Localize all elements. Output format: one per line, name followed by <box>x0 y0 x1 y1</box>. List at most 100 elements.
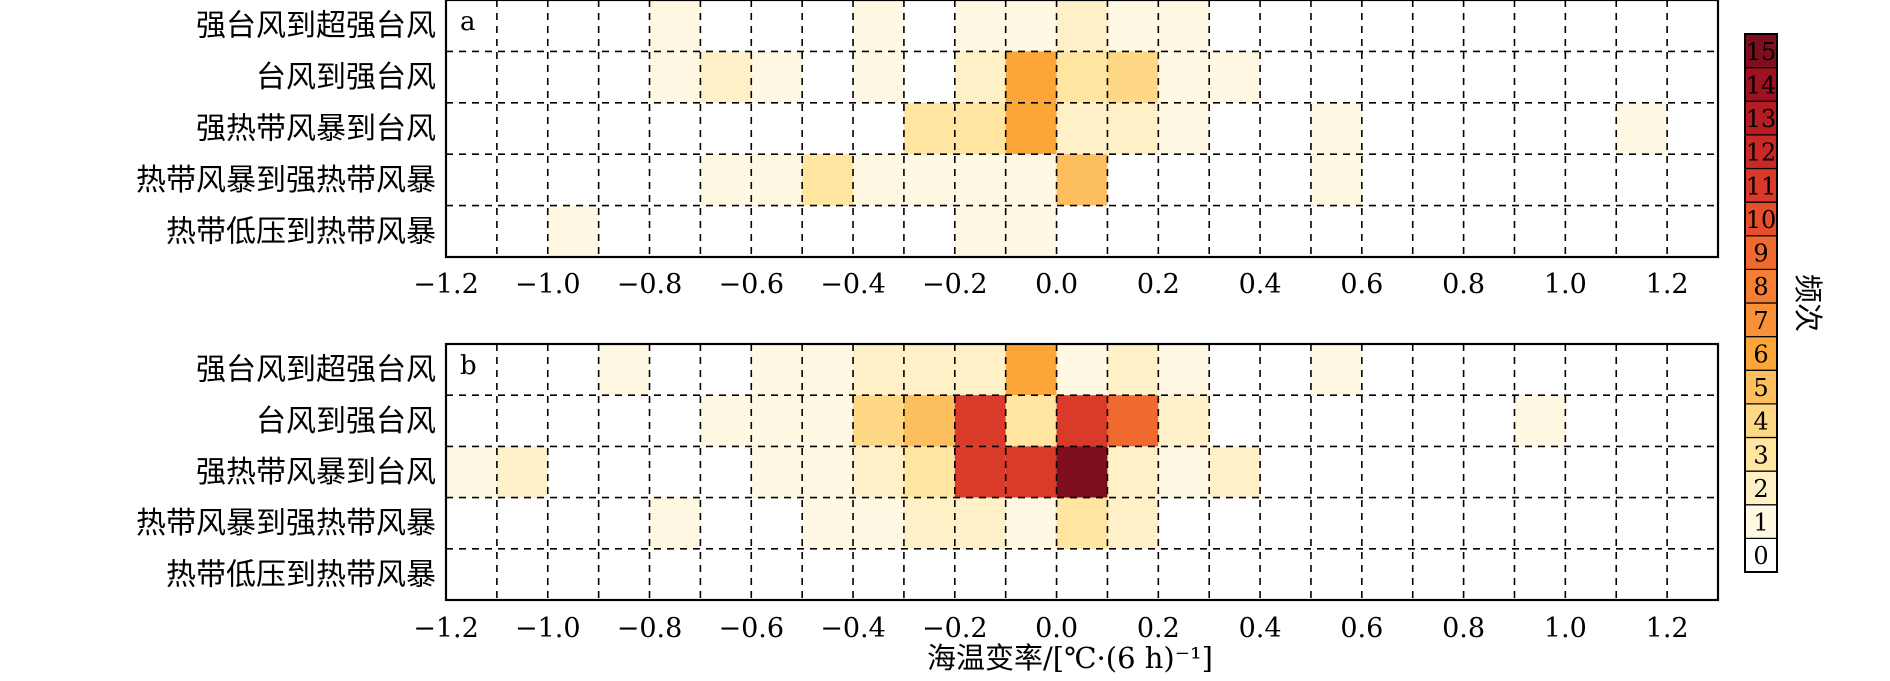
colorbar-tick-label: 15 <box>1746 38 1777 66</box>
x-tick-label: 1.2 <box>1646 613 1689 644</box>
heatmap-cell <box>903 497 955 549</box>
colorbar-tick-label: 4 <box>1753 408 1768 436</box>
heatmap-cell <box>751 446 803 498</box>
panel-a: 强台风到超强台风台风到强台风强热带风暴到台风热带风暴到强热带风暴热带低压到热带风… <box>136 0 1720 300</box>
panel-b: 强台风到超强台风台风到强台风强热带风暴到台风热带风暴到强热带风暴热带低压到热带风… <box>136 342 1720 644</box>
x-axis-label: 海温变率/[℃·(6 h)⁻¹] <box>927 641 1213 675</box>
heatmap-cell <box>751 344 803 396</box>
colorbar-tick-label: 6 <box>1753 340 1768 368</box>
heatmap-cell <box>1056 102 1108 155</box>
heatmap-cell <box>1616 102 1668 155</box>
heatmap-cell <box>700 154 752 206</box>
heatmap-cell <box>1056 395 1108 447</box>
heatmap-cell <box>954 154 1006 206</box>
heatmap-cell <box>903 446 955 498</box>
colorbar-segment <box>1744 336 1778 371</box>
colorbar-tick-label: 1 <box>1753 509 1768 537</box>
heatmap-cell <box>802 395 854 447</box>
heatmap-cell <box>853 154 904 206</box>
heatmap-cell <box>1310 344 1362 396</box>
heatmap-cell <box>853 51 904 103</box>
heatmap-cell <box>954 395 1006 447</box>
colorbar-segment <box>1744 33 1778 69</box>
colorbar-tick-label: 3 <box>1753 441 1768 469</box>
heatmap-cell <box>1209 446 1261 498</box>
heatmap-cell <box>903 154 955 206</box>
heatmap-cell <box>1005 205 1057 257</box>
x-tick-label: 0.0 <box>1035 269 1078 300</box>
x-tick-label: −0.6 <box>718 269 784 300</box>
x-tick-label: −1.0 <box>515 613 581 644</box>
heatmap-cell <box>954 446 1006 498</box>
colorbar-tick-label: 8 <box>1753 273 1768 301</box>
colorbar-tick-label: 12 <box>1746 139 1777 167</box>
x-tick-label: 1.0 <box>1544 613 1587 644</box>
heatmap-cell <box>853 395 904 447</box>
heatmap-cell <box>1056 0 1108 52</box>
heatmap-cell <box>1005 497 1057 549</box>
x-tick-label: −1.0 <box>515 269 581 300</box>
x-tick-label: −1.2 <box>413 269 479 300</box>
heatmap-cell <box>853 446 904 498</box>
x-tick-label: 0.8 <box>1442 613 1485 644</box>
heatmap-cell <box>598 344 650 396</box>
x-tick-label: −0.2 <box>922 269 988 300</box>
heatmap-cell <box>1158 446 1210 498</box>
colorbar-tick-label: 9 <box>1753 240 1768 268</box>
heatmap-cell <box>802 344 854 396</box>
heatmap-cell <box>1158 51 1210 103</box>
heatmap-cell <box>903 102 955 155</box>
colorbar-frame <box>1744 33 1778 573</box>
heatmap-cell <box>1005 446 1057 498</box>
x-tick-label: 0.2 <box>1137 613 1180 644</box>
heatmap-cell <box>853 344 904 396</box>
y-tick-label: 强热带风暴到台风 <box>196 455 436 490</box>
heatmap-cell <box>1005 0 1057 52</box>
heatmap-cell <box>1056 446 1108 498</box>
x-tick-label: 0.2 <box>1137 269 1180 300</box>
y-tick-label: 强热带风暴到台风 <box>196 112 436 147</box>
colorbar-segment <box>1744 100 1778 136</box>
heatmap-cell <box>1158 0 1210 52</box>
heatmap-cell <box>1056 344 1108 396</box>
colorbar-tick-label: 14 <box>1746 71 1777 99</box>
heatmap-cell <box>1107 344 1159 396</box>
heatmap-cell <box>954 205 1006 257</box>
heatmap-cell <box>1107 102 1159 155</box>
heatmap-cell <box>1209 51 1261 103</box>
heatmap-cell <box>802 446 854 498</box>
heatmap-cell <box>1158 395 1210 447</box>
y-tick-label: 台风到强台风 <box>256 60 436 95</box>
heatmap-cell <box>903 395 955 447</box>
x-tick-label: 1.0 <box>1544 269 1587 300</box>
heatmap-cell <box>1514 395 1566 447</box>
heatmap-cell <box>853 497 904 549</box>
y-tick-label: 热带低压到热带风暴 <box>166 557 436 592</box>
colorbar-segment <box>1744 369 1778 405</box>
heatmap-cell <box>496 446 548 498</box>
heatmap-cell <box>954 497 1006 549</box>
x-tick-label: −0.2 <box>922 613 988 644</box>
heatmap-cell <box>954 102 1006 155</box>
heatmap-cell <box>751 51 803 103</box>
x-tick-label: 0.4 <box>1239 613 1282 644</box>
heatmap-cell <box>1107 446 1159 498</box>
heatmap-cell <box>903 344 955 396</box>
heatmap-cell <box>547 205 599 257</box>
heatmap-cell <box>1056 51 1108 103</box>
y-tick-label: 热带低压到热带风暴 <box>166 214 436 249</box>
heatmap-cell <box>1056 154 1108 206</box>
heatmap-cell <box>1005 51 1057 103</box>
heatmap-cell <box>1310 154 1362 206</box>
colorbar-label: 频次 <box>1791 274 1825 332</box>
y-tick-label: 台风到强台风 <box>256 404 436 439</box>
x-tick-label: −0.6 <box>718 613 784 644</box>
heatmap-cell <box>1005 102 1057 155</box>
heatmap-cell <box>1310 102 1362 155</box>
heatmap-cell <box>1005 395 1057 447</box>
heatmap-cell <box>802 154 854 206</box>
x-tick-label: 0.0 <box>1035 613 1078 644</box>
heatmap-cell <box>1056 497 1108 549</box>
